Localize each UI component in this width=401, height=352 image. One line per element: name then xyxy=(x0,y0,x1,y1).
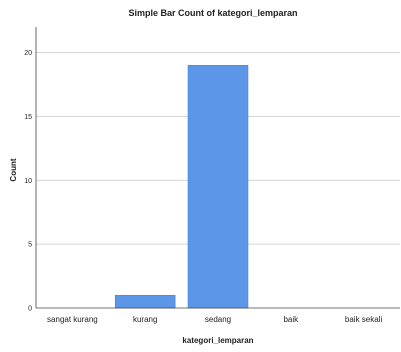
x-axis-title: kategori_lemparan xyxy=(182,336,253,345)
y-tick-label: 0 xyxy=(28,306,32,313)
axes xyxy=(35,27,400,309)
x-tick-label: kurang xyxy=(133,315,157,324)
x-tick-label: baik xyxy=(283,315,299,324)
y-tick-label: 20 xyxy=(24,50,32,57)
y-tick-label: 5 xyxy=(28,242,32,249)
tick-labels: 0 5 10 15 20 sangat kurang kurang sedang baik bai… xyxy=(24,50,382,324)
bar-sedang xyxy=(187,65,249,309)
y-axis-title: Count xyxy=(9,158,18,181)
bars xyxy=(114,65,249,309)
x-tick-label: sedang xyxy=(205,315,231,324)
y-tick-label: 10 xyxy=(24,178,32,185)
x-tick-label: sangat kurang xyxy=(47,315,98,324)
bar-kurang xyxy=(114,294,176,309)
y-tick-label: 15 xyxy=(24,114,32,121)
x-tick-label: baik sekali xyxy=(345,315,383,324)
chart-title: Simple Bar Count of kategori_lemparan xyxy=(128,8,297,18)
